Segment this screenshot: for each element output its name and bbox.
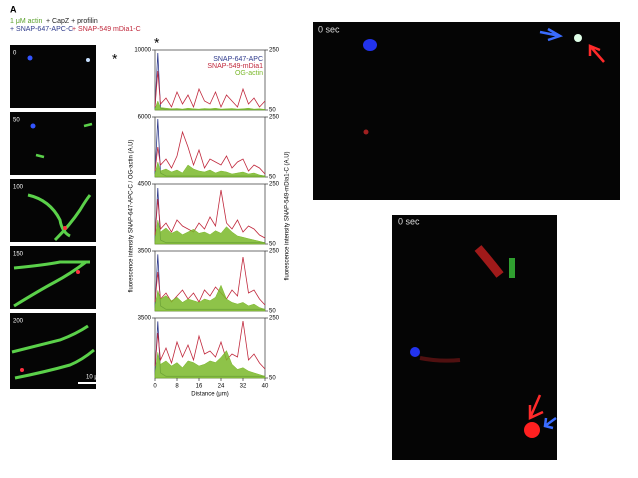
- header-apc: + SNAP-647-APC-C: [10, 26, 73, 33]
- y2-tick-label: 250: [269, 182, 280, 188]
- spot: [574, 34, 582, 42]
- scale-bar-label: 10 μm: [86, 375, 103, 381]
- y2-tick-label: 50: [269, 242, 276, 248]
- line: [154, 256, 266, 306]
- area: [154, 161, 266, 178]
- arrow: [588, 44, 605, 63]
- spot: [30, 123, 36, 129]
- header-rest: + CapZ + profilin: [46, 18, 98, 25]
- spot: [63, 226, 67, 230]
- filament: [419, 356, 461, 363]
- y-axis-label: fluorescence intensity SNAP-647-APC-C / …: [129, 139, 135, 292]
- y2-tick-label: 50: [269, 175, 276, 181]
- x-tick-label: 32: [240, 384, 247, 390]
- y2-tick-label: 50: [269, 108, 276, 114]
- x-tick-label: 0: [153, 384, 157, 390]
- time-label: 0: [13, 51, 17, 57]
- time-label: 100: [13, 185, 24, 191]
- spot: [363, 129, 369, 135]
- y2-tick-label: 50: [269, 376, 276, 382]
- y-tick-label: 4500: [138, 182, 152, 188]
- spot: [20, 368, 24, 372]
- filament: [53, 194, 92, 242]
- x-tick-label: 40: [262, 384, 269, 390]
- y2-tick-label: 250: [269, 316, 280, 322]
- filament: [474, 245, 504, 278]
- video-time: 0 sec: [398, 216, 420, 226]
- y-tick-label: 3500: [138, 249, 152, 255]
- legend-entry: OG-actin: [235, 70, 263, 77]
- spot: [410, 347, 420, 357]
- line: [154, 130, 266, 175]
- time-label: 150: [13, 252, 24, 258]
- y-tick-label: 3500: [138, 316, 152, 322]
- video-time: 0 sec: [318, 24, 340, 34]
- area: [154, 100, 266, 111]
- asterisk: *: [112, 51, 118, 67]
- legend-entry: SNAP-647-APC: [213, 56, 263, 63]
- x-tick-label: 24: [218, 384, 225, 390]
- video-frame: [313, 22, 620, 200]
- filament: [27, 193, 71, 238]
- arrow: [539, 27, 564, 42]
- asterisk: *: [154, 35, 160, 51]
- header-mdia: + SNAP-549 mDia1-C: [72, 26, 141, 33]
- spot: [363, 39, 377, 51]
- header-actin: 1 μM actin: [10, 18, 43, 25]
- filament: [13, 260, 90, 270]
- spot: [524, 422, 540, 438]
- y2-tick-label: 250: [269, 115, 280, 121]
- x-tick-label: 16: [196, 384, 203, 390]
- y2-tick-label: 250: [269, 48, 280, 54]
- filament: [14, 348, 95, 380]
- y2-axis-label: fluorescence intensity SNAP-549-mDia1-C …: [285, 151, 291, 280]
- x-axis-label: Distance (μm): [191, 392, 228, 398]
- spot: [27, 55, 33, 61]
- micrograph: [10, 112, 96, 175]
- filament: [35, 153, 45, 159]
- image-column: 10 μm *: [10, 45, 118, 389]
- y-tick-label: 6000: [138, 115, 152, 121]
- area: [154, 284, 266, 312]
- micrograph: [10, 45, 96, 108]
- line: [154, 320, 266, 370]
- area: [154, 219, 266, 245]
- time-label: 200: [13, 319, 24, 325]
- y2-tick-label: 50: [269, 309, 276, 315]
- line: [154, 70, 266, 109]
- spot: [76, 270, 80, 274]
- filament: [13, 260, 87, 308]
- legend-entry: SNAP-549-mDia1: [207, 63, 263, 70]
- line: [154, 189, 266, 239]
- x-tick-label: 8: [175, 384, 179, 390]
- panel-letter: A: [10, 4, 17, 14]
- y-tick-label: 10000: [134, 48, 151, 54]
- arrow: [543, 416, 557, 430]
- y2-tick-label: 250: [269, 249, 280, 255]
- arrow: [528, 394, 544, 420]
- time-label: 50: [13, 118, 20, 124]
- filament: [11, 324, 89, 354]
- spot: [86, 58, 90, 62]
- filament: [83, 122, 93, 128]
- area: [154, 350, 266, 379]
